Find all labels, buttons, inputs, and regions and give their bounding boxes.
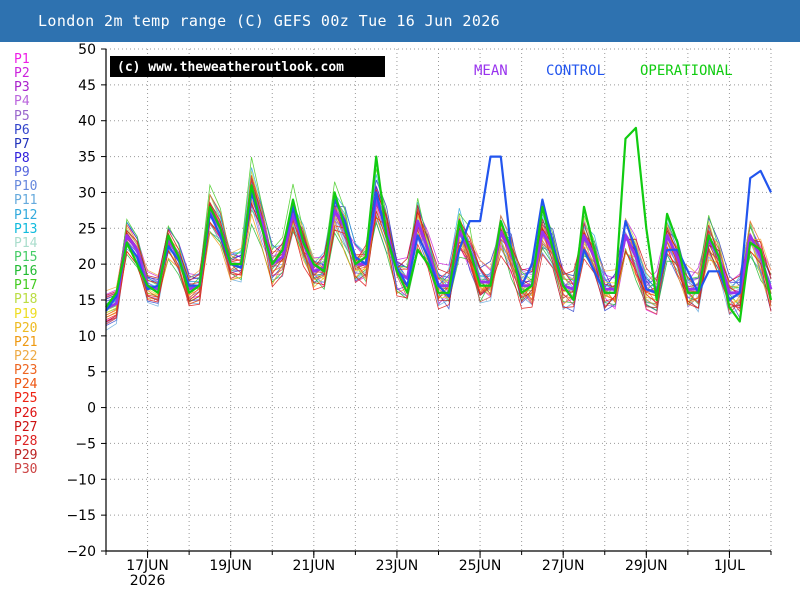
legend-item-p2: P2	[14, 66, 30, 82]
legend-item-p12: P12	[14, 207, 38, 223]
legend-item-p26: P26	[14, 405, 38, 421]
y-tick-label: 40	[78, 114, 96, 130]
y-tick-label: 20	[78, 257, 96, 273]
legend-item-p17: P17	[14, 278, 38, 294]
legend-item-p24: P24	[14, 377, 38, 393]
legend-item-p30: P30	[14, 462, 38, 478]
axes-layer	[101, 48, 772, 558]
legend-item-p16: P16	[14, 264, 38, 280]
x-tick-label: 17JUN	[126, 558, 169, 574]
y-tick-label: 10	[78, 329, 96, 345]
legend-item-p7: P7	[14, 136, 30, 152]
legend-item-p6: P6	[14, 122, 30, 138]
y-tick-label: 5	[87, 365, 96, 381]
legend-item-p20: P20	[14, 320, 38, 336]
x-tick-label: 21JUN	[292, 558, 335, 574]
legend-item-p8: P8	[14, 150, 30, 166]
legend-item-p19: P19	[14, 306, 38, 322]
copyright-box	[110, 56, 385, 77]
y-tick-label: 30	[78, 185, 96, 201]
x-tick-label: 19JUN	[209, 558, 252, 574]
y-tick-label: 0	[87, 401, 96, 417]
y-tick-label: 45	[78, 78, 96, 94]
legend-item-p23: P23	[14, 363, 38, 379]
y-tick-label: 35	[78, 150, 96, 166]
legend-item-p29: P29	[14, 447, 38, 463]
x-tick-label: 1JUL	[714, 558, 745, 574]
legend-item-p27: P27	[14, 419, 38, 435]
legend-item-p14: P14	[14, 235, 38, 251]
legend-item-p5: P5	[14, 108, 30, 124]
ensemble-member-legend: P1 P2 P3 P4 P5 P6 P7 P8 P9 P10 P11 P12 P13 P14 P15 P16 P…	[14, 52, 54, 478]
y-tick-label: −5	[75, 436, 96, 452]
x-tick-year-label: 2026	[130, 573, 166, 589]
y-tick-label: 25	[78, 221, 96, 237]
legend-mean: MEAN	[474, 63, 508, 79]
main-series-layer	[105, 126, 773, 323]
legend-item-p10: P10	[14, 179, 38, 195]
x-tick-label: 23JUN	[376, 558, 419, 574]
ensemble-member-line-p2	[105, 185, 772, 295]
y-tick-label: 50	[78, 42, 96, 58]
legend-control: CONTROL	[546, 63, 605, 79]
legend-item-p15: P15	[14, 249, 38, 265]
chart-title: London 2m temp range (C) GEFS 00z Tue 16…	[38, 12, 501, 30]
x-tick-label: 27JUN	[542, 558, 585, 574]
y-tick-label: −15	[66, 508, 96, 524]
y-tick-label: −10	[66, 472, 96, 488]
legend-item-p4: P4	[14, 94, 30, 110]
y-tick-label: 15	[78, 293, 96, 309]
legend-item-p9: P9	[14, 165, 30, 181]
legend-item-p25: P25	[14, 391, 38, 407]
legend-item-p18: P18	[14, 292, 38, 308]
series-line-operational	[105, 126, 773, 323]
legend-item-p21: P21	[14, 334, 38, 350]
y-tick-label: −20	[66, 544, 96, 560]
legend-item-p1: P1	[14, 52, 30, 67]
x-tick-label: 29JUN	[625, 558, 668, 574]
x-tick-label: 25JUN	[459, 558, 502, 574]
legend-item-p11: P11	[14, 193, 38, 209]
legend-item-p3: P3	[14, 80, 30, 96]
legend-operational: OPERATIONAL	[640, 63, 733, 79]
labels-layer: 50454035302520151050−5−10−15−2017JUN2026…	[66, 42, 745, 589]
copyright-text: (c) www.theweatheroutlook.com	[117, 60, 344, 75]
legend-item-p13: P13	[14, 221, 38, 237]
legend-item-p22: P22	[14, 348, 38, 364]
title-bar: London 2m temp range (C) GEFS 00z Tue 16…	[0, 0, 800, 42]
legend-item-p28: P28	[14, 433, 38, 449]
